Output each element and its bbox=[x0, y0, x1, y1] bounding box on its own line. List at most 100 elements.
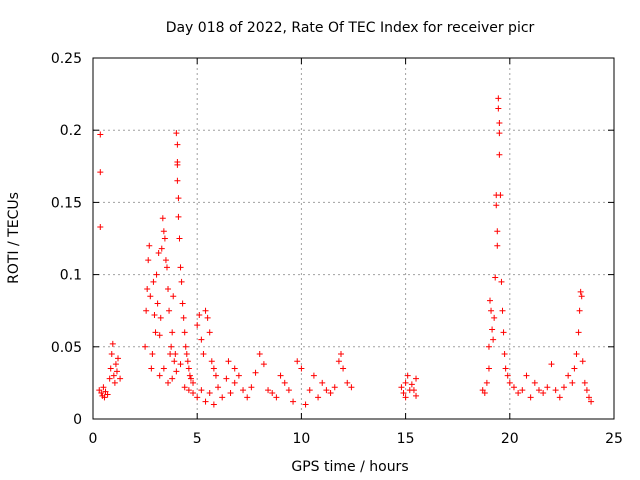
data-point bbox=[252, 369, 259, 376]
data-point bbox=[492, 274, 499, 281]
data-point bbox=[210, 365, 217, 372]
data-point bbox=[489, 326, 496, 333]
data-point bbox=[315, 394, 322, 401]
data-point bbox=[158, 245, 165, 252]
data-point bbox=[413, 392, 420, 399]
data-point bbox=[98, 390, 105, 397]
data-point bbox=[493, 202, 500, 209]
data-point bbox=[488, 307, 495, 314]
x-tick-label: 20 bbox=[501, 431, 519, 447]
data-point bbox=[160, 365, 167, 372]
data-point bbox=[294, 358, 301, 365]
data-point bbox=[335, 358, 342, 365]
data-point bbox=[490, 336, 497, 343]
data-point bbox=[169, 375, 176, 382]
data-point bbox=[235, 372, 242, 379]
y-tick-label: 0.2 bbox=[60, 123, 82, 139]
data-point bbox=[576, 307, 583, 314]
data-point bbox=[149, 351, 156, 358]
data-point bbox=[174, 141, 181, 148]
data-point bbox=[552, 387, 559, 394]
data-point bbox=[190, 379, 197, 386]
data-point bbox=[117, 375, 124, 382]
data-point bbox=[481, 390, 488, 397]
data-point bbox=[344, 379, 351, 386]
data-point bbox=[331, 384, 338, 391]
data-point bbox=[198, 387, 205, 394]
data-point bbox=[540, 390, 547, 397]
data-point bbox=[97, 223, 104, 230]
data-point bbox=[148, 365, 155, 372]
data-point bbox=[400, 390, 407, 397]
data-point bbox=[107, 365, 114, 372]
data-point bbox=[194, 394, 201, 401]
data-point bbox=[519, 387, 526, 394]
data-point bbox=[498, 278, 505, 285]
data-point bbox=[182, 343, 189, 350]
data-point bbox=[544, 384, 551, 391]
data-point bbox=[169, 329, 176, 336]
data-point bbox=[290, 398, 297, 405]
data-point bbox=[240, 387, 247, 394]
y-axis-label: ROTI / TECUs bbox=[6, 192, 22, 284]
data-point bbox=[173, 130, 180, 137]
x-tick-label: 0 bbox=[89, 431, 98, 447]
data-point bbox=[178, 278, 185, 285]
data-point bbox=[501, 351, 508, 358]
data-point bbox=[175, 213, 182, 220]
data-point bbox=[170, 293, 177, 300]
data-point bbox=[177, 264, 184, 271]
data-point bbox=[337, 351, 344, 358]
data-point bbox=[573, 351, 580, 358]
data-point bbox=[181, 329, 188, 336]
data-point bbox=[112, 361, 119, 368]
data-point bbox=[402, 394, 409, 401]
plot-area-border bbox=[92, 57, 615, 420]
data-point bbox=[269, 390, 276, 397]
data-point bbox=[167, 351, 174, 358]
data-point bbox=[101, 394, 108, 401]
data-point bbox=[110, 372, 117, 379]
y-tick-label: 0.1 bbox=[60, 268, 82, 284]
data-point bbox=[181, 384, 188, 391]
data-point bbox=[495, 95, 502, 102]
data-point bbox=[179, 300, 186, 307]
data-point bbox=[183, 351, 190, 358]
x-axis-label: GPS time / hours bbox=[291, 459, 408, 475]
data-point bbox=[185, 387, 192, 394]
data-point bbox=[340, 365, 347, 372]
data-point bbox=[285, 387, 292, 394]
data-point bbox=[106, 375, 113, 382]
data-point bbox=[155, 249, 162, 256]
y-tick-label: 0.15 bbox=[51, 195, 82, 211]
data-point bbox=[510, 384, 517, 391]
data-point bbox=[144, 286, 151, 293]
data-point bbox=[560, 384, 567, 391]
data-point bbox=[180, 314, 187, 321]
data-point bbox=[206, 390, 213, 397]
data-point bbox=[323, 387, 330, 394]
data-point bbox=[302, 401, 309, 408]
data-point bbox=[165, 286, 172, 293]
data-point bbox=[556, 394, 563, 401]
y-tick-label: 0.25 bbox=[51, 51, 82, 67]
data-point bbox=[413, 375, 420, 382]
data-point bbox=[494, 228, 501, 235]
data-point bbox=[111, 379, 118, 386]
data-point bbox=[494, 242, 501, 249]
data-point bbox=[502, 365, 509, 372]
data-point bbox=[260, 361, 267, 368]
data-point bbox=[173, 368, 180, 375]
data-point bbox=[579, 358, 586, 365]
data-point bbox=[319, 379, 326, 386]
data-point bbox=[108, 351, 115, 358]
data-point bbox=[206, 329, 213, 336]
data-point bbox=[577, 288, 584, 295]
data-point bbox=[174, 177, 181, 184]
data-point bbox=[100, 384, 107, 391]
axis-ticks: 0 5 10 15 20 25 0 0.05 0.1 0.15 0.2 0.25 bbox=[51, 51, 623, 447]
data-point bbox=[171, 358, 178, 365]
data-point bbox=[496, 130, 503, 137]
data-point bbox=[115, 355, 122, 362]
